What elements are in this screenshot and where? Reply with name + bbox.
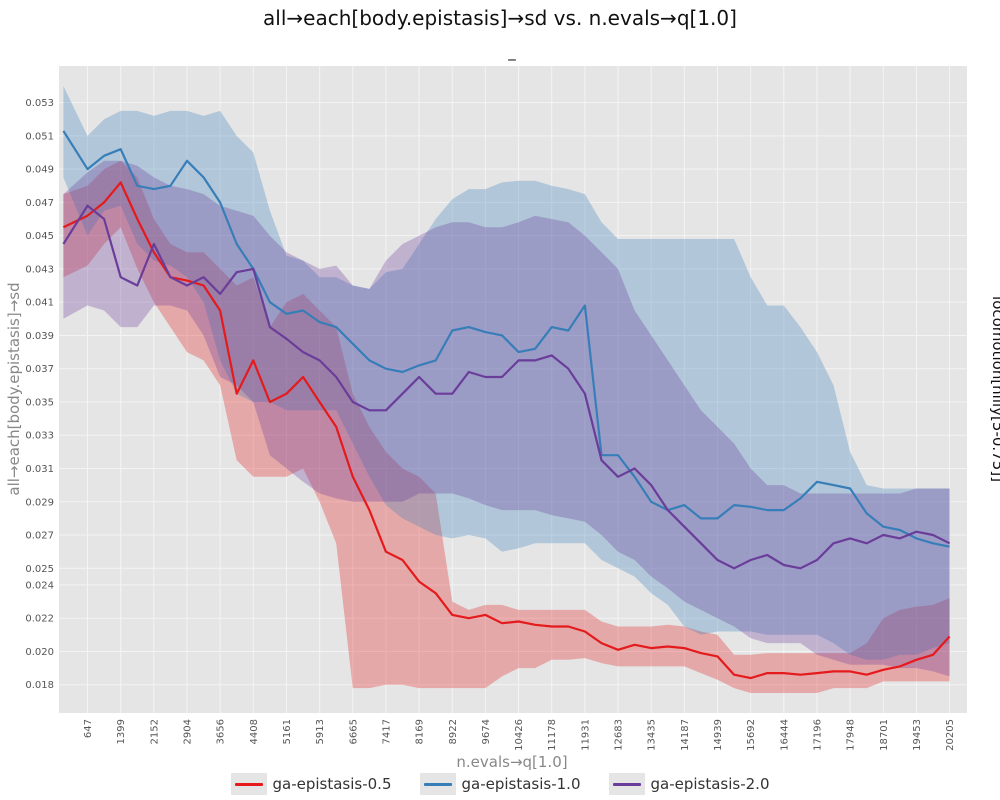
x-tick-labels: 647 1399 2152 2904 3656 4408 5161 5913 6665 7417 8…	[83, 719, 956, 751]
x-tick-label-17: 13435	[647, 719, 658, 751]
y-tick-label-15: 0.024	[25, 580, 54, 591]
series-lines	[62, 130, 951, 680]
x-tick-label-10: 8169	[415, 719, 426, 744]
y-tick-label-1: 0.051	[25, 131, 54, 142]
x-tick-label-22: 17196	[812, 719, 823, 751]
y-tick-label-8: 0.037	[25, 364, 54, 375]
x-tick-label-23: 17948	[846, 719, 857, 751]
legend-item-2[interactable]: ga-epistasis-2.0	[608, 773, 770, 795]
y-tick-label-3: 0.047	[25, 198, 54, 209]
band-ga-epistasis-2.0	[63, 160, 950, 677]
x-tick-label-8: 6665	[348, 719, 359, 744]
y-tick-label-0: 0.053	[25, 98, 54, 109]
x-axis-label: n.evals→q[1.0]	[456, 753, 567, 771]
y-tick-label-13: 0.027	[25, 531, 54, 542]
x-tick-label-18: 14187	[680, 719, 691, 751]
x-tick-label-16: 12683	[614, 719, 625, 751]
y-tick-label-9: 0.035	[25, 397, 54, 408]
x-tick-label-5: 4408	[249, 719, 260, 744]
x-tick-label-20: 15692	[746, 719, 757, 751]
chart-title: all→each[body.epistasis]→sd vs. n.evals→…	[263, 6, 737, 30]
y-tick-label-10: 0.033	[25, 431, 54, 442]
legend-swatch-1	[419, 773, 456, 795]
x-tick-label-11: 8922	[448, 719, 459, 744]
y-tick-label-5: 0.043	[25, 264, 54, 275]
y-tick-label-2: 0.049	[25, 165, 54, 176]
legend: ga-epistasis-0.5 ga-epistasis-1.0 ga-epi…	[0, 773, 1000, 795]
legend-swatch-2	[608, 773, 645, 795]
legend-item-0[interactable]: ga-epistasis-0.5	[230, 773, 392, 795]
chart-subtitle: _	[507, 43, 516, 62]
series-line-ga-epistasis-2.0	[62, 204, 951, 570]
y-tick-labels: 0.053 0.051 0.049 0.047 0.045 0.043 0.041 0.039…	[25, 98, 54, 691]
x-tick-label-9: 7417	[381, 719, 392, 744]
series-line-ga-epistasis-0.5	[62, 181, 951, 680]
y-tick-label-18: 0.018	[25, 680, 54, 691]
x-tick-label-21: 16444	[779, 719, 790, 751]
x-tick-label-1: 1399	[116, 719, 127, 744]
x-tick-label-25: 19453	[912, 719, 923, 751]
legend-label-0: ga-epistasis-0.5	[272, 775, 392, 793]
legend-swatch-line-2	[612, 783, 641, 786]
legend-swatch-line-1	[423, 783, 452, 786]
facet-label: locomotion[hilly[5-0.75]]	[989, 296, 1000, 482]
x-tick-label-19: 14939	[713, 719, 724, 751]
x-tick-label-0: 647	[83, 719, 94, 738]
y-tick-label-6: 0.041	[25, 298, 54, 309]
legend-swatch-0	[230, 773, 267, 795]
x-tick-label-15: 11931	[580, 719, 591, 751]
y-tick-label-12: 0.029	[25, 497, 54, 508]
series-line-ga-epistasis-1.0	[62, 130, 950, 548]
x-tick-label-12: 9674	[481, 719, 492, 744]
y-tick-label-11: 0.031	[25, 464, 54, 475]
x-tick-label-6: 5161	[282, 719, 293, 744]
legend-label-1: ga-epistasis-1.0	[461, 775, 581, 793]
legend-item-1[interactable]: ga-epistasis-1.0	[419, 773, 581, 795]
y-axis-label: all→each[body.epistasis]→sd	[5, 282, 23, 495]
y-tick-label-16: 0.022	[25, 614, 54, 625]
x-tick-label-7: 5913	[315, 719, 326, 744]
x-tick-label-24: 18701	[879, 719, 890, 751]
legend-label-2: ga-epistasis-2.0	[650, 775, 770, 793]
y-tick-label-14: 0.025	[25, 564, 54, 575]
x-tick-label-14: 11178	[547, 719, 558, 751]
legend-swatch-line-0	[234, 783, 263, 786]
y-tick-label-17: 0.020	[25, 647, 54, 658]
grid	[59, 66, 967, 713]
x-tick-label-13: 10426	[514, 719, 525, 751]
y-tick-label-7: 0.039	[25, 331, 54, 342]
x-tick-label-2: 2152	[149, 719, 160, 744]
y-tick-label-4: 0.045	[25, 231, 54, 242]
plot-background	[59, 66, 967, 713]
x-tick-label-26: 20205	[945, 719, 956, 751]
band-ga-epistasis-0.5	[63, 160, 950, 694]
x-tick-label-4: 3656	[216, 719, 227, 744]
x-tick-label-3: 2904	[183, 719, 194, 744]
